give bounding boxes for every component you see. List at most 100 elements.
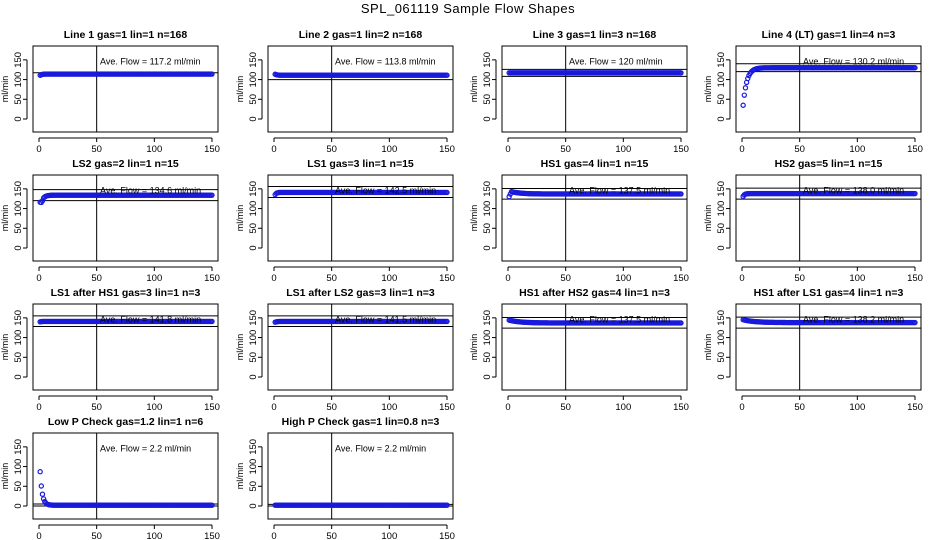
panel-title: HS2 gas=5 lin=1 n=15 <box>775 158 883 170</box>
ave-flow-annotation: Ave. Flow = 141.5 ml/min <box>335 314 436 324</box>
y-tick-label: 100 <box>13 201 24 217</box>
y-tick-label: 50 <box>482 352 493 363</box>
x-tick-label: 150 <box>204 402 220 413</box>
panel-11: HS1 after HS2 gas=4 lin=1 n=3050100150ml… <box>469 287 689 413</box>
x-tick-label: 50 <box>560 402 571 413</box>
y-axis-label: ml/min <box>235 463 245 490</box>
data-point <box>444 318 450 325</box>
x-tick-label: 0 <box>36 144 41 155</box>
y-tick-label: 150 <box>482 181 493 197</box>
ave-flow-annotation: Ave. Flow = 130.2 ml/min <box>803 56 904 66</box>
x-tick-label: 150 <box>907 273 923 284</box>
y-tick-label: 150 <box>248 439 259 455</box>
y-tick-label: 0 <box>716 116 727 121</box>
x-tick-label: 50 <box>794 144 805 155</box>
y-tick-label: 100 <box>248 330 259 346</box>
y-tick-label: 100 <box>13 330 24 346</box>
y-tick-label: 150 <box>716 52 727 68</box>
x-tick-label: 100 <box>146 531 162 540</box>
panel-14: High P Check gas=1 lin=0.8 n=3050100150m… <box>235 416 455 540</box>
y-tick-label: 150 <box>13 439 24 455</box>
panel-12: HS1 after LS1 gas=4 lin=1 n=3050100150ml… <box>703 287 923 413</box>
y-tick-label: 150 <box>482 310 493 326</box>
x-tick-label: 100 <box>849 273 865 284</box>
plot-frame <box>501 174 688 262</box>
x-tick-label: 150 <box>673 402 689 413</box>
ave-flow-annotation: Ave. Flow = 134.6 ml/min <box>100 185 201 195</box>
x-tick-label: 50 <box>91 531 102 540</box>
x-tick-label: 100 <box>849 402 865 413</box>
panel-13: Low P Check gas=1.2 lin=1 n=6050100150ml… <box>0 416 220 540</box>
panel-title: HS1 after LS1 gas=4 lin=1 n=3 <box>754 287 904 299</box>
data-point <box>39 491 46 497</box>
x-tick-label: 0 <box>271 144 276 155</box>
x-tick-label: 150 <box>204 144 220 155</box>
plot-frame <box>267 174 454 262</box>
data-point <box>209 192 215 198</box>
y-tick-label: 100 <box>248 72 259 88</box>
y-tick-label: 0 <box>248 374 259 379</box>
y-tick-label: 100 <box>716 330 727 346</box>
panel-4: Line 4 (LT) gas=1 lin=4 n=3050100150ml/m… <box>703 29 923 155</box>
x-tick-label: 100 <box>146 144 162 155</box>
y-tick-label: 0 <box>13 116 24 121</box>
y-axis-label: ml/min <box>235 76 245 103</box>
y-tick-label: 0 <box>248 116 259 121</box>
x-tick-label: 50 <box>326 531 337 540</box>
panel-3: Line 3 gas=1 lin=3 n=168050100150ml/min0… <box>469 29 689 155</box>
panel-title: LS1 after HS1 gas=3 lin=1 n=3 <box>51 287 201 299</box>
panel-title: HS1 gas=4 lin=1 n=15 <box>541 158 649 170</box>
y-tick-label: 100 <box>482 72 493 88</box>
y-axis-label: ml/min <box>703 76 713 103</box>
data-point <box>912 65 918 71</box>
y-tick-label: 100 <box>248 201 259 217</box>
y-tick-label: 0 <box>482 245 493 250</box>
x-tick-label: 50 <box>91 402 102 413</box>
plot-frame <box>32 432 219 520</box>
y-tick-label: 150 <box>482 52 493 68</box>
x-tick-label: 150 <box>907 144 923 155</box>
x-tick-label: 0 <box>36 531 41 540</box>
y-tick-label: 0 <box>248 245 259 250</box>
x-tick-label: 0 <box>271 273 276 284</box>
y-tick-label: 50 <box>716 352 727 363</box>
data-point <box>444 72 450 78</box>
x-tick-label: 150 <box>204 273 220 284</box>
plot-frame <box>735 45 922 133</box>
x-tick-label: 50 <box>560 273 571 284</box>
y-tick-label: 0 <box>716 245 727 250</box>
plot-frame <box>267 432 454 520</box>
data-point <box>444 502 450 508</box>
y-tick-label: 150 <box>248 310 259 326</box>
panel-2: Line 2 gas=1 lin=2 n=168050100150ml/min0… <box>235 29 455 155</box>
plot-frame <box>267 45 454 133</box>
x-tick-label: 100 <box>381 273 397 284</box>
x-tick-label: 50 <box>91 144 102 155</box>
y-tick-label: 150 <box>13 52 24 68</box>
y-tick-label: 150 <box>248 181 259 197</box>
y-tick-label: 50 <box>13 481 24 492</box>
x-tick-label: 0 <box>739 402 744 413</box>
data-point <box>209 318 215 325</box>
x-tick-label: 0 <box>271 402 276 413</box>
x-tick-label: 0 <box>36 273 41 284</box>
panel-title: Low P Check gas=1.2 lin=1 n=6 <box>48 416 203 428</box>
data-point <box>742 85 749 91</box>
x-tick-label: 50 <box>794 273 805 284</box>
plot-frame <box>32 45 219 133</box>
x-tick-label: 0 <box>739 144 744 155</box>
data-point <box>740 102 746 108</box>
data-point <box>40 496 47 502</box>
figure-title: SPL_061119 Sample Flow Shapes <box>360 1 576 16</box>
x-tick-label: 50 <box>326 273 337 284</box>
x-tick-label: 50 <box>326 402 337 413</box>
y-axis-label: ml/min <box>235 334 245 361</box>
y-tick-label: 50 <box>248 94 259 105</box>
x-tick-label: 50 <box>91 273 102 284</box>
x-tick-label: 100 <box>381 144 397 155</box>
y-tick-label: 0 <box>248 503 259 508</box>
y-tick-label: 0 <box>13 245 24 250</box>
y-tick-label: 150 <box>13 181 24 197</box>
